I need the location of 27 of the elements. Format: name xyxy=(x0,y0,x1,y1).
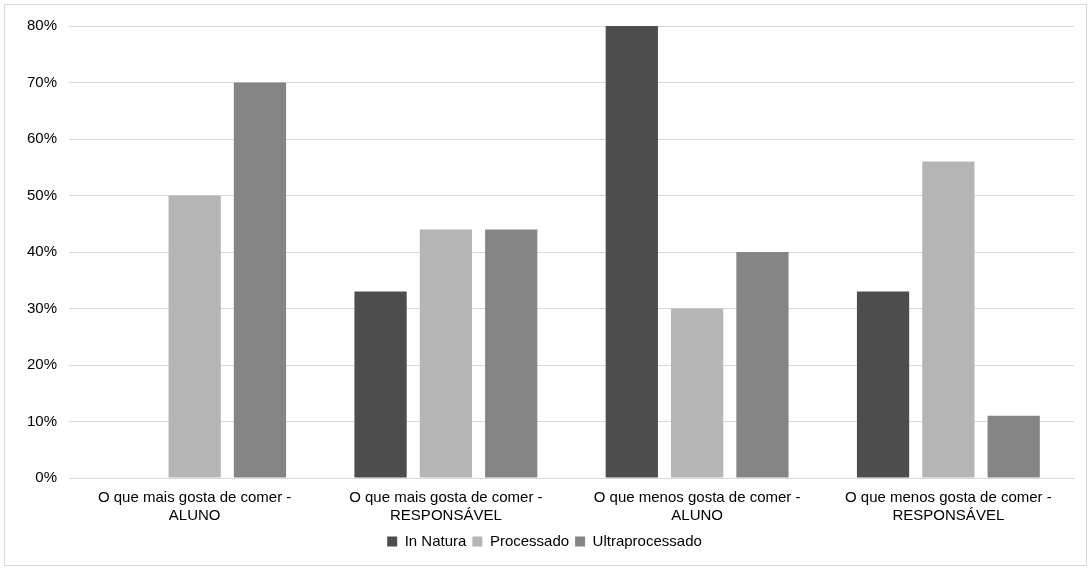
bar xyxy=(419,229,473,478)
y-tick-label: 30% xyxy=(26,298,58,316)
x-tick-label: O que mais gosta de comer - ALUNO xyxy=(97,488,292,524)
bar xyxy=(168,195,221,478)
legend-label: Ultraprocessado xyxy=(592,531,702,549)
y-tick-label: 40% xyxy=(26,242,58,260)
bar xyxy=(485,229,538,478)
bar xyxy=(671,308,724,478)
bar xyxy=(922,161,975,478)
legend-label: In Natura xyxy=(404,531,468,549)
x-tick-label: O que menos gosta de comer - ALUNO xyxy=(593,488,801,524)
y-tick-label: 50% xyxy=(26,185,58,203)
legend-label: Processado xyxy=(489,531,570,549)
bar xyxy=(856,291,910,478)
y-tick-label: 80% xyxy=(26,16,58,34)
bar xyxy=(736,252,789,478)
bar xyxy=(354,291,407,478)
bar xyxy=(605,26,658,478)
bar xyxy=(987,415,1040,478)
y-tick-label: 0% xyxy=(35,468,58,486)
x-tick-label: O que mais gosta de comer - RESPONSÁVEL xyxy=(349,488,543,524)
y-tick-label: 10% xyxy=(26,411,58,429)
bar xyxy=(233,82,287,478)
y-tick-label: 70% xyxy=(26,72,58,90)
x-tick-label: O que menos gosta de comer - RESPONSÁVEL xyxy=(844,488,1052,524)
y-tick-label: 20% xyxy=(26,355,58,373)
y-tick-label: 60% xyxy=(26,129,58,147)
